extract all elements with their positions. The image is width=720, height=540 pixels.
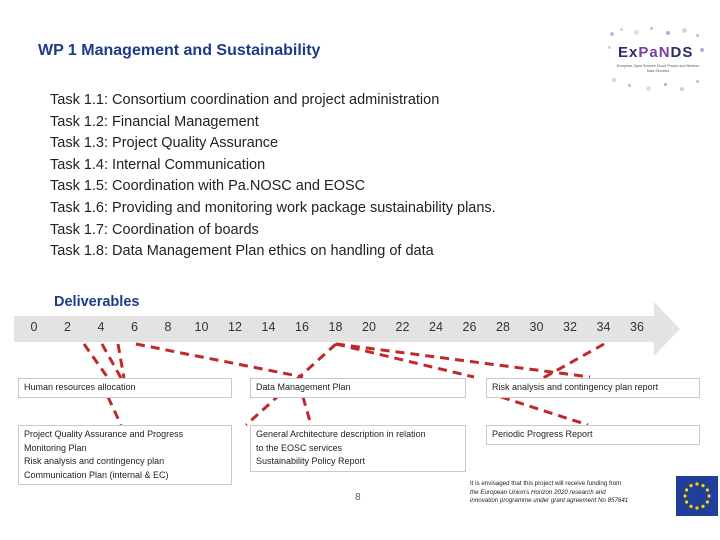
connector-line [335, 342, 591, 379]
timeline-tick: 28 [496, 320, 510, 334]
logo-subtitle: European Open Science Cloud Photon and N… [616, 64, 700, 73]
timeline-tick: 24 [429, 320, 443, 334]
eu-star [701, 504, 705, 508]
connector-line [100, 343, 123, 379]
deliverable-box-quality-assurance: Project Quality Assurance and Progress M… [18, 425, 232, 485]
connector-line [135, 342, 304, 379]
timeline-tick: 14 [261, 320, 276, 334]
timeline-tick: 0 [30, 320, 38, 334]
timeline-tick: 2 [64, 320, 71, 334]
timeline-tick: 10 [194, 320, 209, 334]
task-item: Task 1.7: Coordination of boards [50, 221, 259, 238]
eu-stars-icon [683, 482, 711, 510]
timeline-tick: 32 [563, 320, 577, 334]
task-item: Task 1.6: Providing and monitoring work … [50, 199, 496, 216]
timeline-tick: 18 [328, 320, 343, 334]
timeline-tick: 34 [596, 320, 611, 334]
task-item: Task 1.1: Consortium coordination and pr… [50, 92, 440, 108]
deliverables-heading: Deliverables [54, 294, 140, 310]
task-item: Task 1.4: Internal Communication [50, 156, 266, 173]
eu-flag-icon [676, 476, 718, 516]
timeline-tick: 30 [529, 320, 544, 334]
eu-star [707, 494, 711, 498]
eu-star [705, 500, 709, 504]
eu-star [683, 494, 687, 498]
task-item: Task 1.2: Financial Management [50, 113, 259, 130]
eu-star [705, 488, 709, 492]
connector-line [82, 343, 110, 379]
deliverable-box-human-resources: Human resources allocation [18, 378, 232, 398]
connector-line [116, 343, 126, 379]
eu-star [685, 500, 689, 504]
timeline-tick: 12 [228, 320, 242, 334]
timeline-arrow-head [654, 302, 680, 356]
connector-line [500, 395, 589, 427]
timeline-tick: 6 [131, 320, 138, 334]
timeline-tick: 22 [395, 320, 410, 334]
task-item: Task 1.8: Data Management Plan ethics on… [50, 243, 434, 260]
funding-notice: It is envisaged that this project will r… [470, 480, 629, 505]
timeline-tick: 16 [295, 320, 309, 334]
eu-star [689, 504, 693, 508]
timeline-tick: 36 [630, 320, 644, 334]
deliverable-box-data-management: Data Management Plan [250, 378, 466, 398]
eu-star [685, 488, 689, 492]
eu-star [695, 506, 699, 510]
expands-logo: ExPaNDS European Open Science Cloud Phot… [606, 26, 706, 96]
timeline-tick: 20 [362, 320, 376, 334]
task-item: Task 1.3: Project Quality Assurance [50, 135, 279, 152]
slide-title: WP 1 Management and Sustainability [38, 42, 321, 59]
connector-line [106, 396, 123, 426]
eu-star [695, 482, 699, 486]
page-number: 8 [355, 492, 361, 503]
connector-line [301, 396, 313, 426]
deliverable-box-architecture: General Architecture description in rela… [250, 425, 466, 472]
timeline-tick: 8 [164, 320, 172, 334]
task-item: Task 1.5: Coordination with Pa.NOSC and … [50, 178, 366, 195]
timeline-tick: 26 [462, 320, 477, 334]
eu-star [689, 484, 693, 488]
deliverable-box-periodic-progress: Periodic Progress Report [486, 425, 700, 445]
logo-wordmark: ExPaNDS [618, 44, 694, 61]
deliverable-box-risk-analysis: Risk analysis and contingency plan repor… [486, 378, 700, 398]
connector-line [335, 342, 475, 379]
eu-star [701, 484, 705, 488]
task-list: Task 1.1: Consortium coordination and pr… [50, 90, 496, 263]
timeline-bar [14, 316, 654, 342]
timeline-tick: 4 [97, 320, 105, 334]
